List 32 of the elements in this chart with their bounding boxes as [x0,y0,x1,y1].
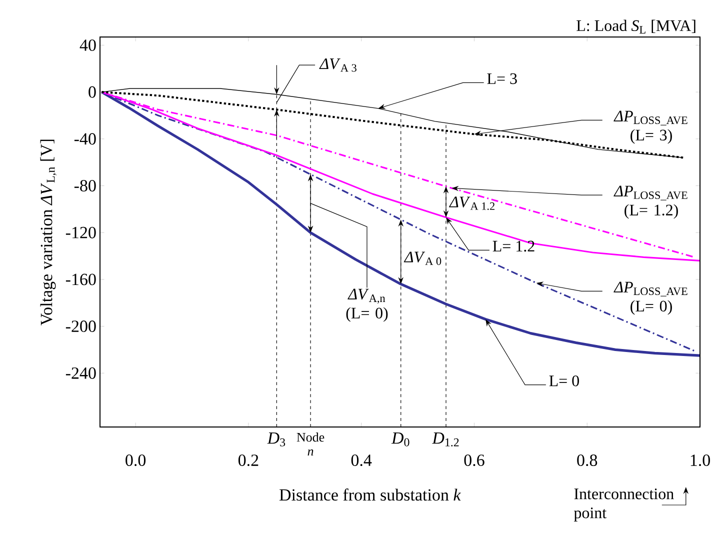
text: L= 3 [487,73,517,84]
x-tick-label: 0.2 [238,454,258,466]
ref-line-label: D$_{0}$ [391,432,410,446]
text: L: Load S$_{L}$ [MVA] [576,20,696,34]
y-tick-label: -240 [66,367,96,379]
annotation: ΔV$_{A,n}$ (L= 0) [346,288,388,322]
y-tick-label: -80 [74,180,96,192]
y-tick-label: -40 [74,133,96,145]
y-axis-title: Voltage variation ΔV$_{L,n}$ [V] [40,140,56,326]
y-tick-label: 40 [80,39,96,51]
x-tick-label: 1.0 [690,454,710,466]
x-tick-label: 0.4 [351,454,372,466]
ref-line-label: D$_{3}$ [267,432,286,446]
series-label: ΔP$_{LOSS_AVE}$ (L= 1.2) [614,186,688,219]
text: Interconnection point [574,488,674,522]
series-label: ΔP$_{LOSS_AVE}$ (L= 3) [614,110,688,144]
x-tick-label: 0.0 [126,454,146,466]
annotation: ΔV$_{A 1.2}$ [448,196,494,210]
ref-line-label: D$_{1.2}$ [432,432,459,446]
annotation: ΔV$_{A 3}$ [319,58,356,72]
series-label: L= 0 [549,375,579,386]
y-tick-label: -120 [66,226,96,238]
y-tick-label: 0 [88,86,96,98]
x-tick-label: 0.8 [577,454,598,466]
ref-line-label: Node n [296,432,324,456]
series-label: L= 1.2 [492,240,534,252]
y-tick-label: -200 [66,320,96,332]
x-axis-title: Distance from substation k [279,488,462,501]
x-tick-label: 0.6 [464,454,484,466]
y-tick-label: -160 [66,274,96,286]
series-label: ΔP$_{LOSS_AVE}$ (L= 0) [614,282,688,315]
annotation: ΔV$_{A 0}$ [404,252,442,265]
